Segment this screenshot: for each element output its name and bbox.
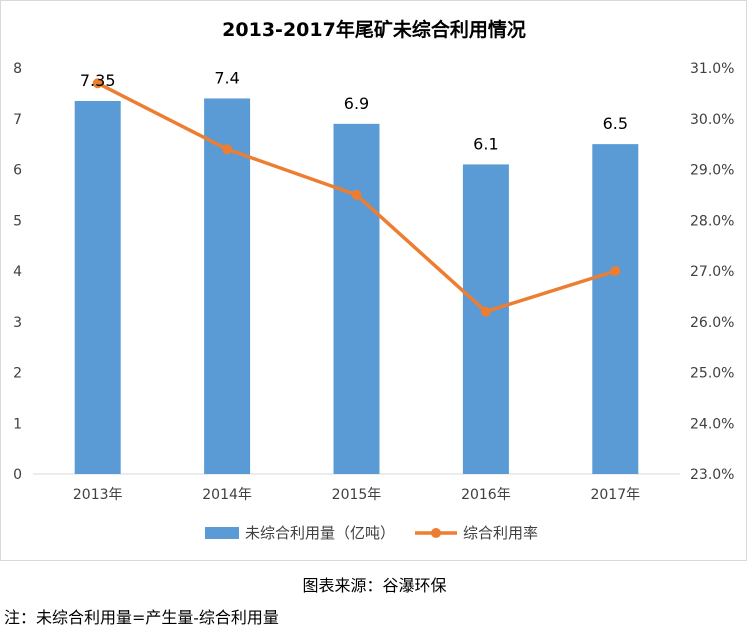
line-point xyxy=(92,78,103,89)
y-left-tick-label: 0 xyxy=(13,467,22,483)
x-tick-label: 2017年 xyxy=(590,487,640,503)
data-labels: 7.35 7.4 6.9 6.1 6.5 xyxy=(80,68,628,153)
bar xyxy=(592,144,639,474)
legend-bar-label: 未综合利用量（亿吨） xyxy=(245,524,395,542)
y-right-tick-label: 31.0% xyxy=(690,61,734,77)
y-left-tick-label: 5 xyxy=(13,213,22,229)
y-right-tick-label: 27.0% xyxy=(690,264,734,280)
line-point xyxy=(610,266,621,276)
y-right-tick-label: 29.0% xyxy=(690,163,734,179)
bar-series xyxy=(74,98,639,475)
note-caption: 注：未综合利用量=产生量-综合利用量 xyxy=(4,608,279,627)
y-left-tick-label: 8 xyxy=(13,61,22,77)
legend-line-marker xyxy=(431,528,441,538)
x-tick-label: 2014年 xyxy=(202,487,252,503)
axes: 0 1 2 3 4 5 6 7 8 23.0% 24.0% 25.0% 26.0% 27.0% 28.0% 2… xyxy=(13,61,734,503)
line-point xyxy=(480,306,491,317)
chart-title: 2013-2017年尾矿未综合利用情况 xyxy=(222,18,526,41)
bar xyxy=(204,98,251,474)
legend-bar-swatch xyxy=(205,527,239,539)
y-left-tick-label: 3 xyxy=(13,315,22,331)
legend-line-label: 综合利用率 xyxy=(463,524,538,542)
line-point xyxy=(222,144,233,155)
y-right-tick-label: 26.0% xyxy=(690,315,734,331)
bar xyxy=(462,164,509,475)
chart-svg: 2013-2017年尾矿未综合利用情况 0 1 2 3 4 5 6 7 8 23.0% 24.0% 2… xyxy=(13,18,734,542)
bar-data-label: 6.5 xyxy=(603,114,628,133)
bar-data-label: 6.9 xyxy=(344,94,369,113)
x-tick-label: 2013年 xyxy=(73,487,123,503)
line-series xyxy=(92,78,621,317)
legend: 未综合利用量（亿吨） 综合利用率 xyxy=(205,524,538,542)
source-caption: 图表来源：谷瀑环保 xyxy=(302,576,447,595)
y-right-tick-label: 23.0% xyxy=(690,467,734,483)
bar-data-label: 7.35 xyxy=(80,71,116,90)
x-tick-label: 2016年 xyxy=(461,487,511,503)
y-right-tick-label: 25.0% xyxy=(690,366,734,382)
bar-data-label: 6.1 xyxy=(473,134,498,153)
bar xyxy=(74,100,121,475)
y-left-tick-label: 4 xyxy=(13,264,22,280)
y-right-tick-label: 30.0% xyxy=(690,112,734,128)
y-left-tick-label: 2 xyxy=(13,366,22,382)
line-point xyxy=(351,189,362,200)
y-right-tick-label: 24.0% xyxy=(690,416,734,432)
y-right-tick-label: 28.0% xyxy=(690,213,734,229)
y-left-tick-label: 1 xyxy=(13,416,22,432)
y-left-tick-label: 6 xyxy=(13,163,22,179)
x-tick-label: 2015年 xyxy=(332,487,382,503)
bar xyxy=(333,123,380,474)
bar-data-label: 7.4 xyxy=(214,68,239,87)
y-left-tick-label: 7 xyxy=(13,112,22,128)
